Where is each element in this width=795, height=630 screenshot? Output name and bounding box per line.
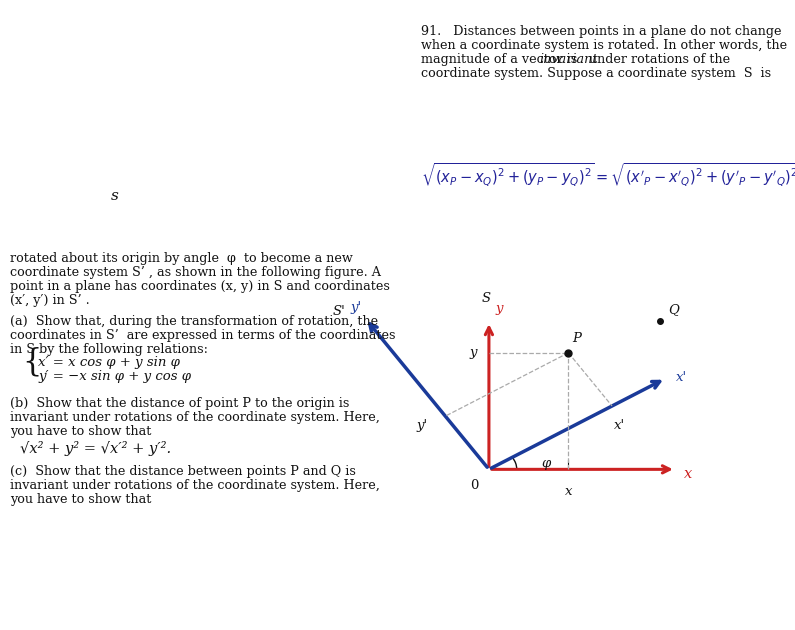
Text: P: P xyxy=(572,332,581,345)
Text: rotated about its origin by angle  φ  to become a new: rotated about its origin by angle φ to b… xyxy=(10,252,353,265)
Text: x′ = x cos φ + y sin φ: x′ = x cos φ + y sin φ xyxy=(38,356,180,369)
Text: 91.   Distances between points in a plane do not change: 91. Distances between points in a plane … xyxy=(421,25,781,38)
Text: in S by the following relations:: in S by the following relations: xyxy=(10,343,208,356)
Text: magnitude of a vector is: magnitude of a vector is xyxy=(421,53,582,66)
Text: y': y' xyxy=(351,301,362,314)
Text: x': x' xyxy=(615,418,626,432)
Text: you have to show that: you have to show that xyxy=(10,425,152,438)
Text: x': x' xyxy=(676,370,687,384)
Text: (x′, y′) in S’ .: (x′, y′) in S’ . xyxy=(10,294,90,307)
Text: y': y' xyxy=(417,419,428,432)
Text: y: y xyxy=(470,346,477,359)
Text: invariant under rotations of the coordinate system. Here,: invariant under rotations of the coordin… xyxy=(10,411,380,424)
Text: coordinate system. Suppose a coordinate system  S  is: coordinate system. Suppose a coordinate … xyxy=(421,67,771,80)
Text: invariant under rotations of the coordinate system. Here,: invariant under rotations of the coordin… xyxy=(10,479,380,492)
Text: point in a plane has coordinates (x, y) in S and coordinates: point in a plane has coordinates (x, y) … xyxy=(10,280,390,293)
Text: x: x xyxy=(564,485,572,498)
Text: (a)  Show that, during the transformation of rotation, the: (a) Show that, during the transformation… xyxy=(10,315,378,328)
Text: φ: φ xyxy=(541,457,551,470)
Text: S: S xyxy=(481,292,491,305)
Text: s: s xyxy=(111,189,119,203)
Text: coordinate system S’ , as shown in the following figure. A: coordinate system S’ , as shown in the f… xyxy=(10,266,382,279)
Text: under rotations of the: under rotations of the xyxy=(585,53,731,66)
Text: y′ = −x sin φ + y cos φ: y′ = −x sin φ + y cos φ xyxy=(38,370,191,383)
Text: (c)  Show that the distance between points P and Q is: (c) Show that the distance between point… xyxy=(10,465,356,478)
Text: 0: 0 xyxy=(471,479,479,491)
Text: y: y xyxy=(495,302,502,315)
Text: x: x xyxy=(684,467,692,481)
Text: $\sqrt{(x_P - x_Q)^2 + (y_P - y_Q)^2}$$ = \sqrt{(x'_P - x'_Q)^2 + (y'_P - y'_Q)^: $\sqrt{(x_P - x_Q)^2 + (y_P - y_Q)^2}$$ … xyxy=(421,161,795,188)
Text: S': S' xyxy=(333,304,346,318)
Text: invariant: invariant xyxy=(539,53,598,66)
Text: when a coordinate system is rotated. In other words, the: when a coordinate system is rotated. In … xyxy=(421,39,788,52)
Text: Q: Q xyxy=(668,303,679,316)
Text: coordinates in S’  are expressed in terms of the coordinates: coordinates in S’ are expressed in terms… xyxy=(10,329,396,342)
Text: {: { xyxy=(22,346,41,378)
Text: √x² + y² = √x′² + y′².: √x² + y² = √x′² + y′². xyxy=(20,441,171,456)
Text: you have to show that: you have to show that xyxy=(10,493,152,506)
Text: (b)  Show that the distance of point P to the origin is: (b) Show that the distance of point P to… xyxy=(10,397,350,410)
